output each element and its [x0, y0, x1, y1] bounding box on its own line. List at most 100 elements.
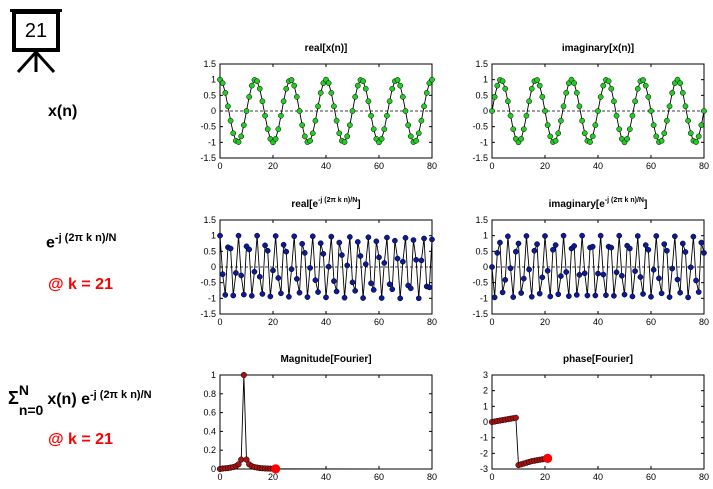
data-point: [341, 139, 348, 145]
data-point: [370, 287, 377, 293]
panel-title-magnitude: Magnitude[Fourier]: [280, 354, 371, 365]
data-point: [568, 76, 575, 83]
y-tick-label: -1: [208, 293, 216, 303]
data-point: [320, 250, 327, 257]
y-tick-label: -0.5: [472, 278, 488, 288]
data-point: [661, 130, 668, 137]
data-point: [550, 246, 556, 253]
data-point: [378, 295, 385, 301]
sigma-symbol: Σ: [8, 388, 19, 409]
label-xn: x(n): [48, 103, 78, 120]
data-point: [507, 265, 514, 272]
data-point: [296, 108, 303, 114]
data-point: [640, 291, 646, 297]
data-point: [251, 77, 258, 83]
data-point: [246, 461, 253, 468]
data-point: [354, 82, 361, 89]
data-point: [309, 130, 316, 137]
data-point: [616, 126, 623, 133]
data-point: [315, 103, 321, 110]
data-point: [299, 240, 305, 247]
data-point: [640, 77, 646, 83]
data-point: [547, 133, 554, 140]
y-tick-label: -1: [480, 293, 488, 303]
data-point: [386, 98, 393, 105]
label-kernel-base: e: [46, 234, 55, 252]
y-tick-label: 0.5: [475, 246, 488, 256]
data-point: [243, 108, 250, 114]
data-point: [505, 233, 511, 240]
sigma-lower-limit: n=0: [18, 402, 44, 418]
data-point: [272, 233, 279, 239]
data-point: [488, 418, 496, 426]
data-point: [528, 458, 535, 465]
data-point: [611, 98, 617, 105]
data-point: [650, 122, 657, 128]
data-point: [497, 239, 503, 246]
data-point: [283, 85, 290, 92]
data-point: [368, 112, 374, 119]
data-point: [312, 277, 319, 284]
data-point: [539, 274, 546, 281]
data-point: [423, 283, 430, 290]
data-point: [597, 94, 604, 100]
y-tick-label: 1: [483, 75, 488, 85]
data-point: [312, 117, 319, 124]
x-tick-label: 80: [427, 161, 437, 171]
plot-p2: 1.510.50-0.5-1-1.50 20 40 60 80: [472, 59, 709, 171]
y-tick-label: -1.5: [472, 153, 488, 163]
x-tick-label: 40: [593, 317, 603, 327]
data-point: [272, 136, 279, 142]
data-point: [544, 122, 551, 128]
data-point: [315, 289, 321, 295]
data-point: [502, 416, 509, 423]
x-tick-label: 20: [540, 161, 550, 171]
x-tick-label: 80: [699, 317, 709, 327]
data-point: [536, 290, 543, 297]
data-point: [339, 252, 345, 258]
data-point: [571, 80, 578, 86]
data-point: [637, 274, 644, 280]
data-point: [491, 94, 498, 100]
data-point: [674, 276, 681, 283]
data-point: [373, 136, 380, 142]
data-point: [259, 98, 266, 105]
data-point: [352, 94, 358, 100]
data-point: [357, 77, 364, 83]
data-point: [531, 247, 538, 254]
highlight-point: [271, 464, 281, 474]
data-point: [378, 136, 385, 142]
panel-title-imag-kernel-a: imaginary[e: [549, 199, 606, 210]
data-point: [317, 89, 324, 96]
data-point: [679, 240, 686, 247]
data-point: [491, 294, 498, 301]
y-tick-label: 0.6: [203, 408, 216, 418]
data-point: [619, 272, 625, 279]
data-point: [648, 293, 654, 300]
data-point: [392, 78, 398, 85]
data-point: [267, 465, 274, 472]
data-point: [682, 103, 689, 110]
data-point: [510, 415, 517, 422]
data-point: [227, 117, 234, 124]
slide-number: 21: [24, 20, 48, 42]
data-point: [672, 233, 678, 240]
panel-title-real-kernel-a: real[e: [291, 199, 318, 210]
data-point: [534, 77, 540, 83]
data-point: [418, 257, 425, 264]
data-point: [365, 234, 372, 241]
data-point: [520, 126, 527, 133]
data-point: [489, 108, 495, 114]
data-point: [597, 232, 604, 239]
plot-frame: [219, 63, 433, 159]
data-point: [317, 240, 324, 247]
data-point: [637, 78, 644, 85]
data-point: [587, 244, 593, 251]
plot-frame: [219, 374, 433, 470]
plot-p4: 1.510.50-0.5-1-1.50 20 40 60 80: [472, 215, 709, 327]
data-point: [695, 289, 702, 295]
x-tick-label: 20: [540, 317, 550, 327]
data-point: [219, 465, 226, 472]
y-tick-label: 0: [483, 262, 488, 272]
